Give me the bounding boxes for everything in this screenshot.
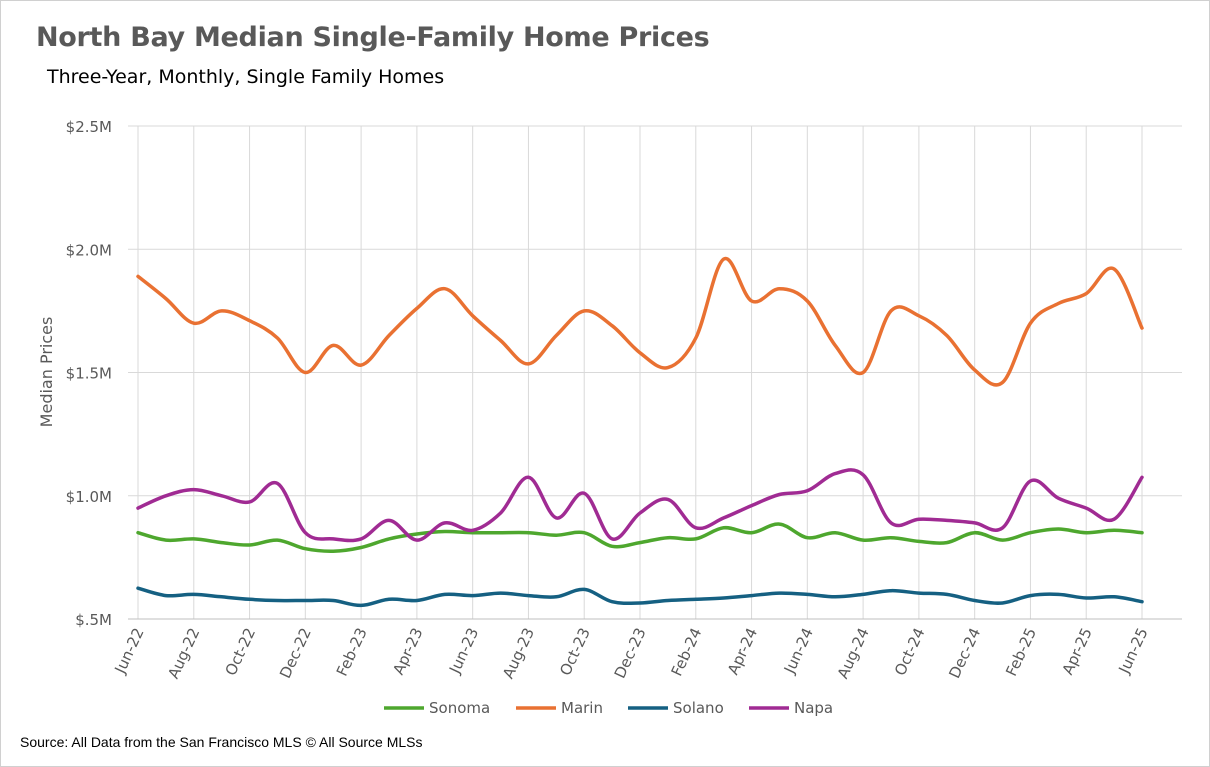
x-tick-label: Aug-23	[499, 625, 538, 681]
x-axis-ticks: Jun-22 Aug-22 Oct-22 Dec-22 Feb-23 Apr-23 Jun-…	[111, 625, 1152, 681]
x-tick-label: Aug-24	[834, 625, 873, 681]
y-axis-title: Median Prices	[37, 317, 56, 428]
x-tick-label: Apr-24	[724, 625, 761, 677]
x-tick-label: Aug-22	[164, 625, 203, 681]
y-tick-label: $2.0M	[66, 241, 112, 259]
y-axis-ticks: $.5M $1.0M $1.5M $2.0M $2.5M	[66, 118, 112, 629]
legend-label-marin: Marin	[561, 699, 603, 717]
x-tick-label: Jun-23	[445, 625, 482, 677]
x-tick-label: Dec-22	[276, 625, 315, 681]
x-tick-label: Jun-25	[1115, 625, 1152, 677]
x-tick-label: Jun-24	[780, 625, 817, 677]
gridlines	[128, 125, 1182, 620]
series-line-napa	[136, 468, 1144, 543]
x-tick-label: Oct-22	[222, 625, 260, 678]
legend-label-napa: Napa	[794, 699, 833, 717]
series-line-solano	[136, 586, 1144, 608]
x-tick-label: Apr-25	[1059, 625, 1096, 677]
x-tick-label: Apr-23	[389, 625, 426, 677]
x-tick-label: Jun-22	[111, 625, 148, 677]
x-tick-label: Dec-23	[611, 625, 650, 681]
x-tick-label: Feb-23	[333, 625, 371, 679]
y-tick-label: $1.5M	[66, 365, 112, 383]
x-tick-label: Dec-24	[945, 625, 984, 681]
x-tick-label: Oct-23	[556, 625, 594, 678]
x-tick-label: Feb-24	[668, 625, 706, 679]
y-tick-label: $.5M	[75, 611, 112, 629]
y-tick-label: $2.5M	[66, 118, 112, 136]
legend-label-solano: Solano	[673, 699, 724, 717]
series-lines	[136, 256, 1144, 608]
x-tick-label: Feb-25	[1002, 625, 1040, 679]
legend: Sonoma Marin Solano Napa	[384, 699, 833, 717]
x-tick-label: Oct-24	[891, 625, 929, 678]
chart-subtitle: Three-Year, Monthly, Single Family Homes	[47, 66, 445, 88]
series-line-sonoma	[136, 522, 1144, 553]
series-line-marin	[136, 256, 1144, 387]
chart-title: North Bay Median Single-Family Home Pric…	[36, 22, 710, 53]
legend-label-sonoma: Sonoma	[429, 699, 490, 717]
y-tick-label: $1.0M	[66, 488, 112, 506]
source-note: Source: All Data from the San Francisco …	[20, 734, 423, 750]
